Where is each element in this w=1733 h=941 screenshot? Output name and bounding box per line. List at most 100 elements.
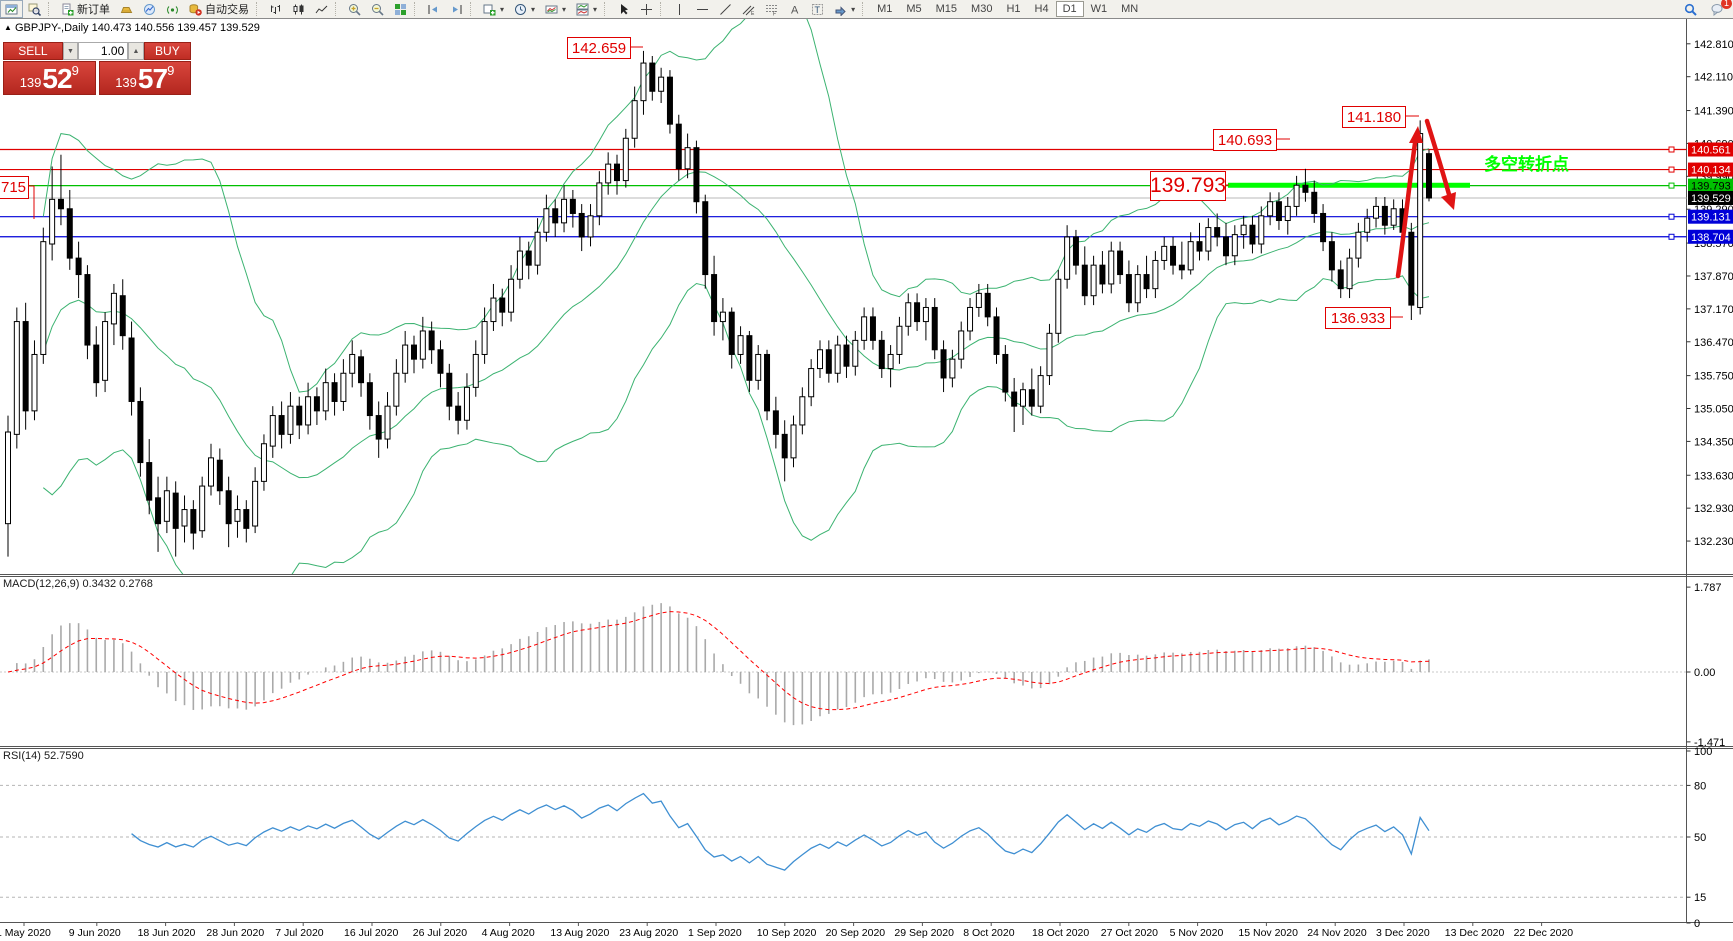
date-label[interactable]: 18 Jun 2020 [138, 927, 196, 939]
volume-decrease-button[interactable]: ▼ [62, 42, 79, 60]
line-chart-button[interactable] [310, 0, 333, 18]
candlesticks[interactable] [5, 50, 1432, 557]
text-label-tool[interactable]: T [806, 0, 829, 18]
candle-body [110, 292, 117, 325]
trendline-tool[interactable] [714, 0, 737, 18]
date-label[interactable]: 1 May 2020 [0, 927, 51, 939]
horizontal-line-tool[interactable] [691, 0, 714, 18]
volume-input[interactable] [78, 42, 129, 60]
green-highlight-bar[interactable] [1228, 182, 1470, 188]
timeframe-m30-button[interactable]: M30 [971, 3, 993, 15]
candle-body [649, 62, 656, 92]
buy-button[interactable]: BUY [143, 42, 192, 60]
zoom-in-button[interactable] [343, 0, 366, 18]
crosshair-tool-button[interactable] [635, 0, 658, 18]
market-watch-icon[interactable] [115, 0, 138, 18]
candle-body [455, 405, 462, 421]
price-label-142_659[interactable]: 142.659 [567, 37, 631, 59]
date-label[interactable]: 28 Jun 2020 [206, 927, 264, 939]
date-label[interactable]: 4 Aug 2020 [482, 927, 535, 939]
timeframe-mn-button[interactable]: MN [1121, 3, 1139, 15]
price-label-140_693[interactable]: 140.693 [1213, 129, 1277, 151]
fibonacci-tool[interactable]: F [760, 0, 783, 18]
auto-scroll-button[interactable] [445, 0, 468, 18]
profile-window-icon[interactable] [23, 0, 46, 18]
date-label[interactable]: 13 Aug 2020 [550, 927, 609, 939]
period-button[interactable]: ▾ [509, 0, 540, 18]
timeframe-h4-button[interactable]: H4 [1034, 3, 1049, 15]
data-window-icon[interactable] [138, 0, 161, 18]
date-label[interactable]: 16 Jul 2020 [344, 927, 398, 939]
collapse-triangle-icon[interactable]: ▲ [4, 23, 12, 32]
timeframe-w1-button[interactable]: W1 [1090, 3, 1108, 15]
zoom-out-button[interactable] [366, 0, 389, 18]
date-label[interactable]: 8 Oct 2020 [963, 927, 1015, 939]
date-label[interactable]: 26 Jul 2020 [413, 927, 467, 939]
volume-increase-button[interactable]: ▲ [128, 42, 144, 60]
date-label[interactable]: 3 Dec 2020 [1376, 927, 1430, 939]
templates-button[interactable]: ▾ [540, 0, 571, 18]
timeframe-m15-button[interactable]: M15 [935, 3, 958, 15]
toolbar-right: 1 [1679, 0, 1733, 18]
new-order-button[interactable]: 新订单 [56, 0, 115, 18]
text-tool[interactable]: A [783, 0, 806, 18]
arrows-tool[interactable]: ▾ [829, 0, 860, 18]
timeframe-m5-button[interactable]: M5 [906, 3, 922, 15]
chart-window-icon[interactable] [0, 0, 23, 18]
equidistant-channel-tool[interactable]: E [737, 0, 760, 18]
vertical-line-tool[interactable] [668, 0, 691, 18]
bollinger-lower [42, 275, 1430, 574]
auto-trading-button[interactable]: 自动交易 [184, 0, 254, 18]
price-label-715[interactable]: 715 [0, 176, 29, 199]
notifications-icon[interactable]: 1 [1706, 0, 1732, 18]
date-label[interactable]: 13 Dec 2020 [1445, 927, 1505, 939]
candle-body [640, 62, 647, 102]
candle-body [402, 344, 409, 374]
date-label[interactable]: 5 Nov 2020 [1170, 927, 1224, 939]
date-label[interactable]: 10 Sep 2020 [757, 927, 817, 939]
candle-body [49, 198, 56, 245]
new-chart-button[interactable]: ▾ [478, 0, 509, 18]
red-down-arrow[interactable] [1424, 118, 1456, 210]
candle-body [410, 344, 417, 360]
svg-text:50: 50 [1694, 832, 1706, 844]
timeframe-m1-button[interactable]: M1 [877, 3, 893, 15]
search-icon[interactable] [1679, 0, 1702, 18]
date-label[interactable]: 23 Aug 2020 [619, 927, 678, 939]
date-label[interactable]: 22 Dec 2020 [1514, 927, 1574, 939]
date-label[interactable]: 1 Sep 2020 [688, 927, 742, 939]
price-label-136_933[interactable]: 136.933 [1325, 307, 1391, 329]
date-label[interactable]: 27 Oct 2020 [1101, 927, 1158, 939]
date-label[interactable]: 7 Jul 2020 [275, 927, 324, 939]
date-label[interactable]: 24 Nov 2020 [1307, 927, 1367, 939]
svg-text:E: E [751, 11, 755, 16]
candle-body [922, 306, 929, 323]
date-label[interactable]: 9 Jun 2020 [69, 927, 121, 939]
indicators-button[interactable]: ▾ [571, 0, 602, 18]
signals-icon[interactable] [161, 0, 184, 18]
svg-text:132.230: 132.230 [1694, 536, 1733, 548]
date-label[interactable]: 18 Oct 2020 [1032, 927, 1089, 939]
date-label[interactable]: 20 Sep 2020 [826, 927, 886, 939]
timeframe-h1-button[interactable]: H1 [1006, 3, 1021, 15]
chart-shift-button[interactable] [422, 0, 445, 18]
price-label-141_180[interactable]: 141.180 [1342, 106, 1406, 128]
svg-text:137.870: 137.870 [1694, 271, 1733, 283]
candle-body [1161, 245, 1168, 261]
red-up-arrow[interactable] [1395, 126, 1423, 279]
price-label-139_793[interactable]: 139.793 [1150, 171, 1226, 201]
candlestick-chart-button[interactable] [287, 0, 310, 18]
buy-price-display[interactable]: 139 57 9 [98, 61, 191, 95]
tile-windows-button[interactable] [389, 0, 412, 18]
date-label[interactable]: 15 Nov 2020 [1238, 927, 1298, 939]
bar-chart-button[interactable] [264, 0, 287, 18]
candle-body [940, 349, 947, 379]
candle-body [1267, 201, 1274, 217]
toolbar-buttons: 新订单 自动交易 ▾ ▾ ▾ ▾ E F A T ▾ M1 M5 M15 M30 H1 H4 D1 W1 MN [0, 0, 1679, 18]
sell-button[interactable]: SELL [3, 42, 63, 60]
date-label[interactable]: 29 Sep 2020 [894, 927, 954, 939]
sell-price-display[interactable]: 139 52 9 [3, 61, 96, 95]
timeframe-d1-button[interactable]: D1 [1055, 1, 1084, 17]
cursor-tool-button[interactable] [612, 0, 635, 18]
